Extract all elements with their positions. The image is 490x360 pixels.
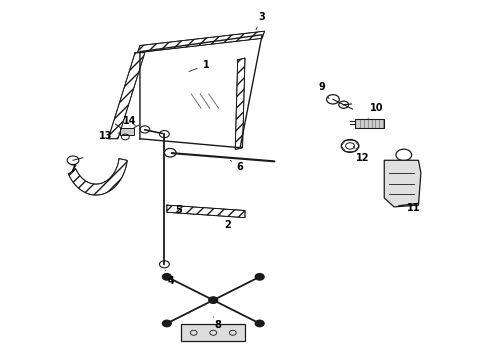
Text: 8: 8 xyxy=(213,317,221,330)
Text: 13: 13 xyxy=(99,131,119,141)
Circle shape xyxy=(255,274,264,280)
Polygon shape xyxy=(384,160,421,207)
Text: 11: 11 xyxy=(407,203,420,213)
FancyBboxPatch shape xyxy=(181,324,245,341)
Text: 5: 5 xyxy=(175,206,188,216)
Circle shape xyxy=(209,297,218,303)
Text: 14: 14 xyxy=(123,116,137,126)
Text: 3: 3 xyxy=(256,12,266,30)
Circle shape xyxy=(162,320,171,327)
Text: 12: 12 xyxy=(353,146,369,163)
Text: 9: 9 xyxy=(319,82,329,99)
Text: 6: 6 xyxy=(230,160,244,172)
Text: 1: 1 xyxy=(189,60,209,71)
Text: 7: 7 xyxy=(70,164,76,174)
Circle shape xyxy=(162,274,171,280)
FancyBboxPatch shape xyxy=(121,128,134,135)
Text: 10: 10 xyxy=(368,103,384,118)
Text: 2: 2 xyxy=(220,215,231,230)
FancyBboxPatch shape xyxy=(355,119,384,128)
Circle shape xyxy=(255,320,264,327)
Text: 4: 4 xyxy=(166,270,174,286)
